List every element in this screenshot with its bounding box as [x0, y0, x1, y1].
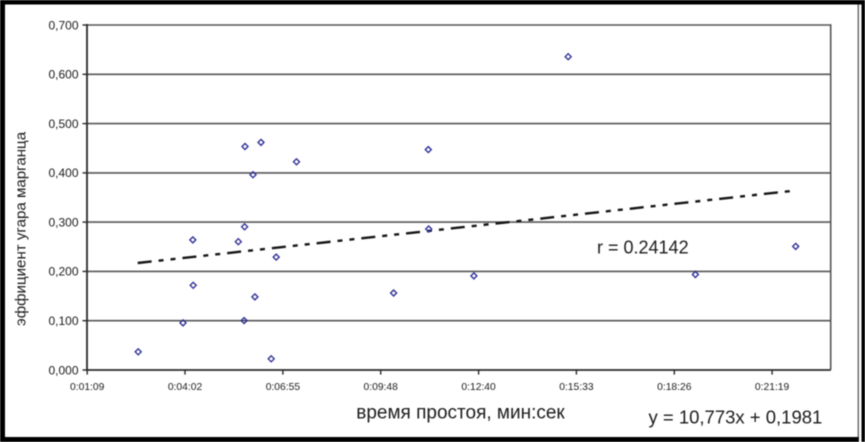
svg-text:0,600: 0,600 [48, 68, 78, 82]
svg-text:0,000: 0,000 [48, 363, 78, 377]
svg-text:0,400: 0,400 [48, 166, 78, 180]
svg-text:0:21:19: 0:21:19 [755, 382, 790, 393]
svg-text:эффициент угара марганца: эффициент угара марганца [13, 131, 30, 326]
svg-text:0:04:02: 0:04:02 [168, 382, 203, 393]
svg-text:0,300: 0,300 [48, 215, 78, 229]
svg-text:0:12:40: 0:12:40 [461, 382, 496, 393]
svg-text:0,500: 0,500 [48, 117, 78, 131]
svg-text:0,200: 0,200 [48, 265, 78, 279]
svg-text:0,100: 0,100 [48, 314, 78, 328]
svg-text:0:01:09: 0:01:09 [70, 382, 105, 393]
svg-text:0:06:55: 0:06:55 [266, 382, 301, 393]
svg-text:0,700: 0,700 [48, 18, 78, 32]
svg-text:0:09:48: 0:09:48 [364, 382, 399, 393]
svg-text:r = 0.24142: r = 0.24142 [597, 238, 689, 258]
svg-text:время простоя, мин:сек: время простоя, мин:сек [356, 403, 565, 424]
svg-text:y = 10,773x + 0,1981: y = 10,773x + 0,1981 [649, 407, 823, 428]
svg-text:0:15:33: 0:15:33 [559, 382, 594, 393]
svg-text:0:18:26: 0:18:26 [657, 382, 692, 393]
